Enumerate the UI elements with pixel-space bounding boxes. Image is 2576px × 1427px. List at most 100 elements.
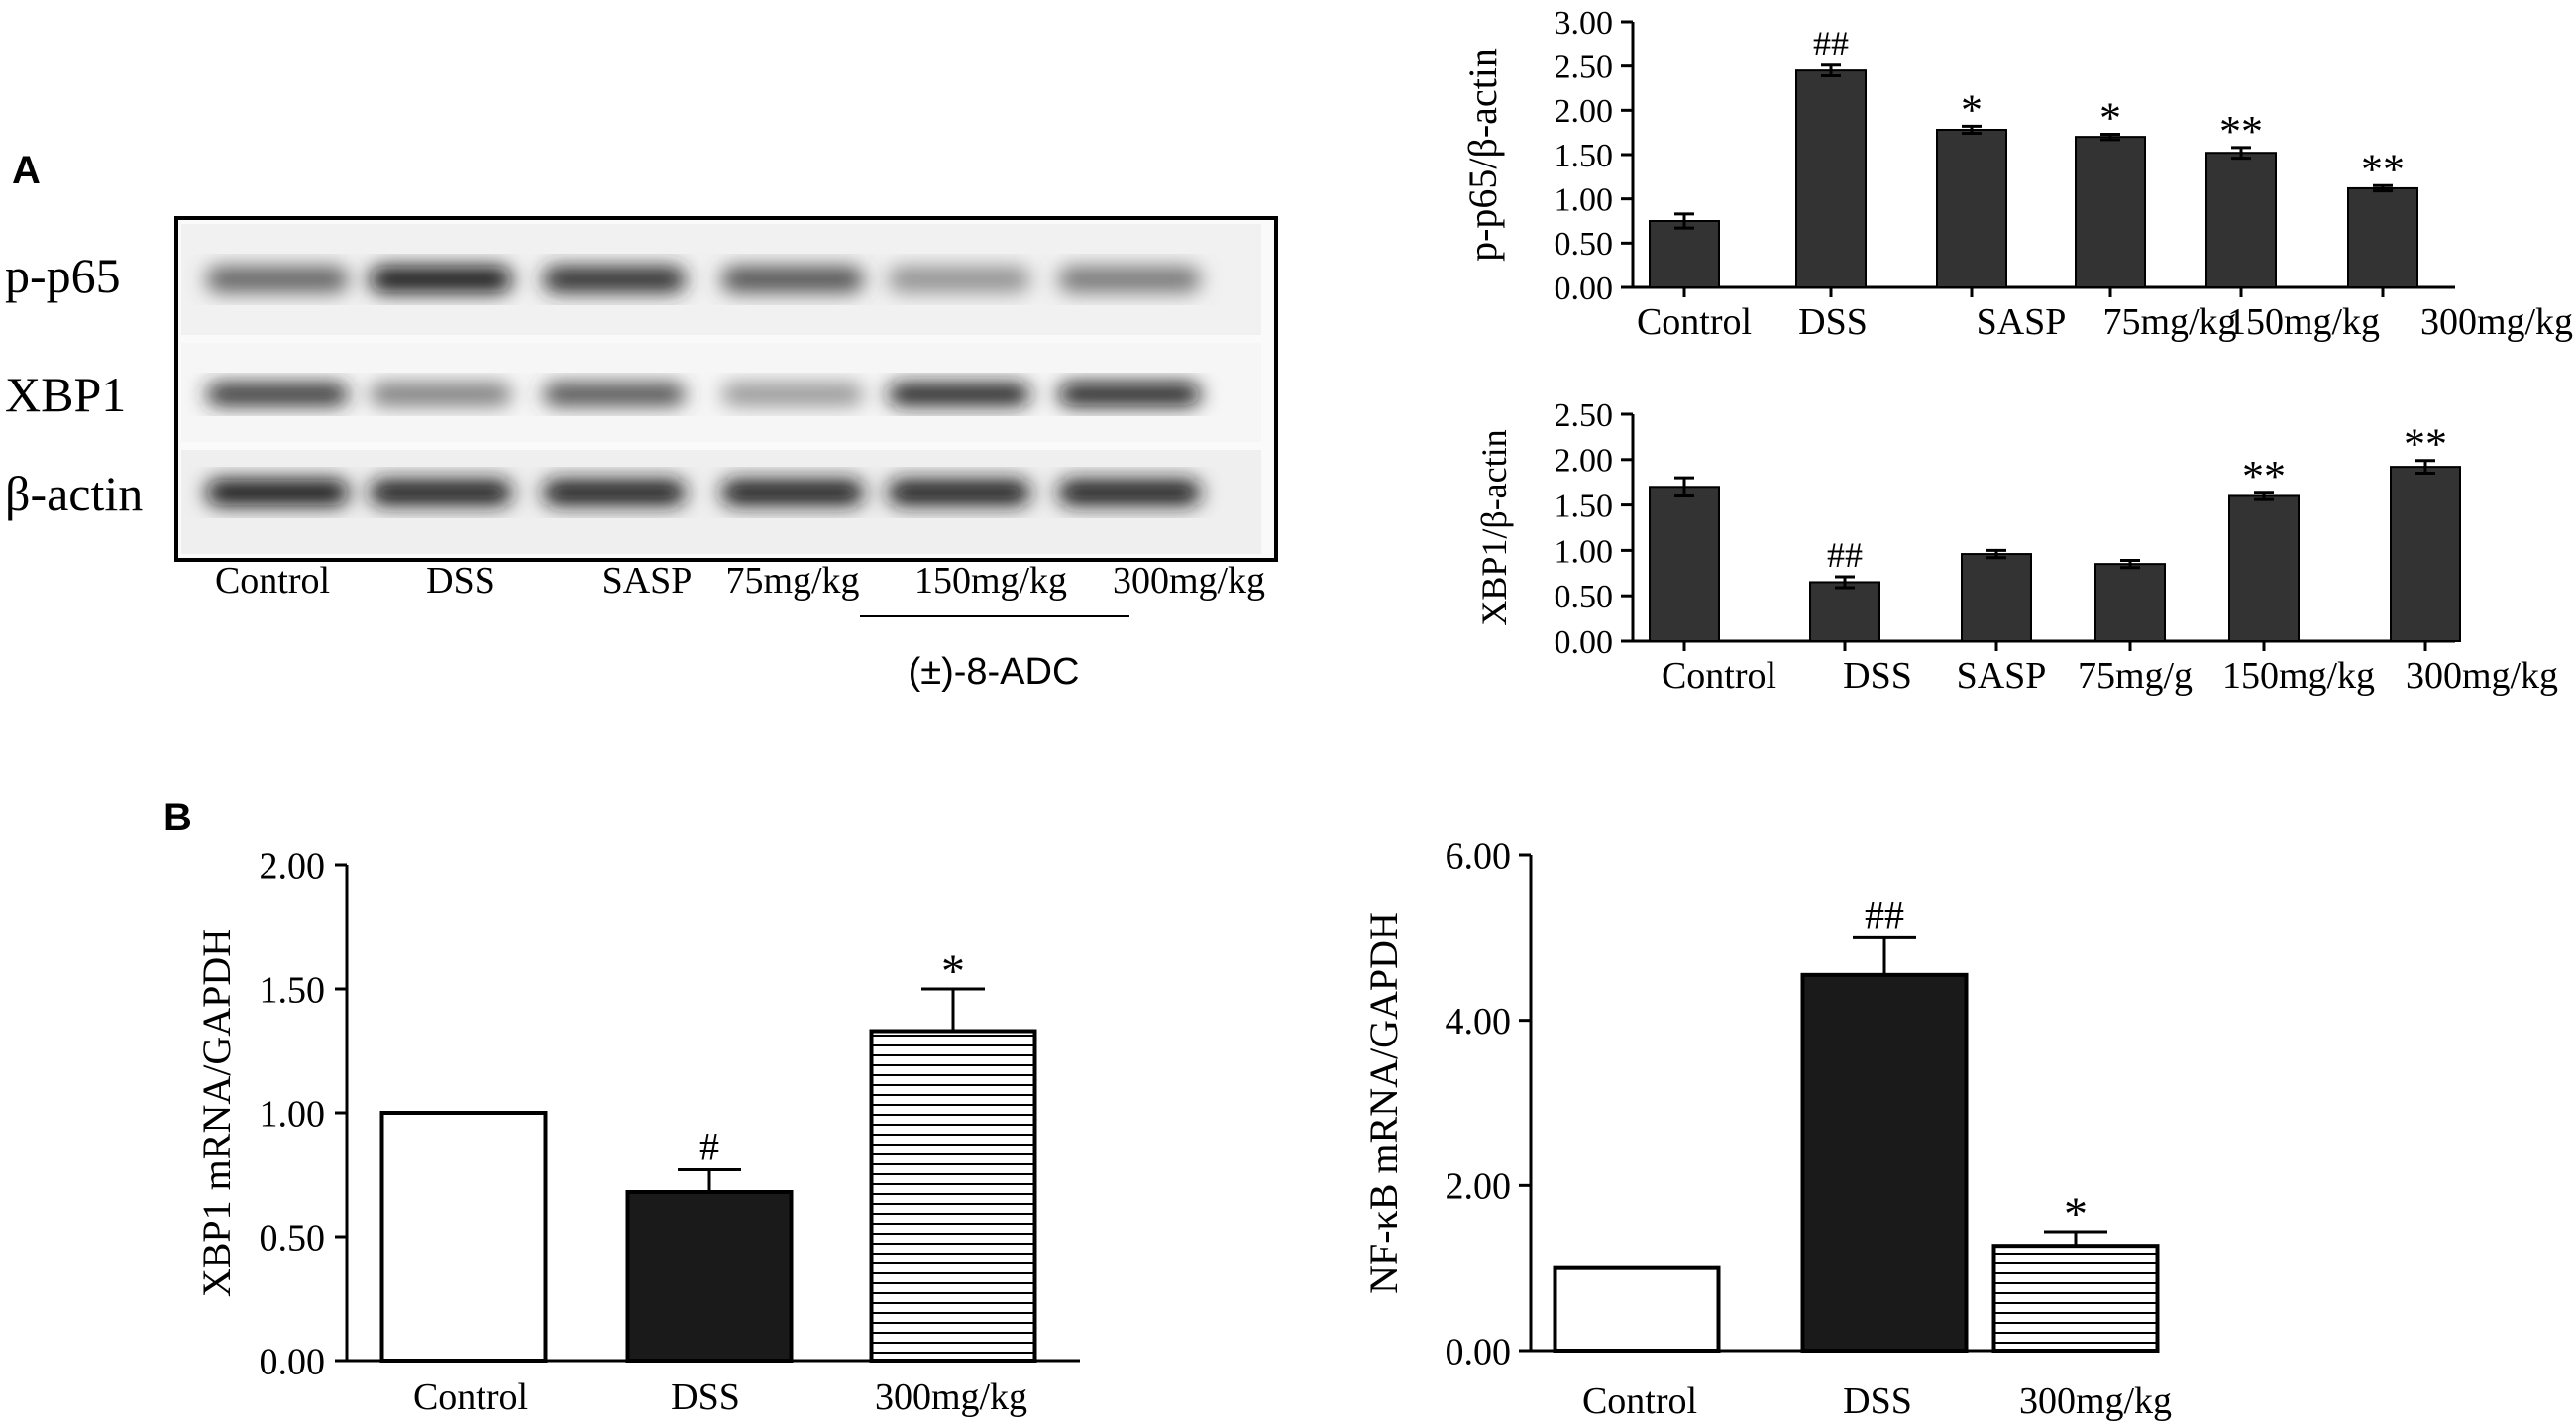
chart-p-p65: 0.00 0.50 1.00 1.50 2.00 2.50 3.00 p-p65/β-acti… xyxy=(1460,5,2573,343)
y-tick-label: 0.50 xyxy=(260,1217,326,1259)
significance-label: ## xyxy=(1827,535,1863,575)
y-tick-label: 0.50 xyxy=(1555,226,1614,263)
blot-band xyxy=(888,267,1030,292)
blot-lane-label: 75mg/kg xyxy=(725,560,859,602)
bar xyxy=(379,1111,548,1363)
y-axis-label: XBP1 mRNA/GAPDH xyxy=(194,929,239,1297)
y-tick-label: 2.50 xyxy=(1555,50,1614,86)
blot-band xyxy=(543,267,686,292)
blot-band xyxy=(206,480,349,505)
blot-band xyxy=(543,480,686,505)
significance-label: * xyxy=(2064,1188,2088,1241)
y-tick-label: 1.00 xyxy=(1555,533,1614,570)
x-tick-label: 75mg/kg xyxy=(2102,301,2236,343)
blot-band xyxy=(721,480,864,505)
blot-band xyxy=(1058,480,1201,505)
chart-xbp1-protein: 0.00 0.50 1.00 1.50 2.00 2.50 XBP1/β-actin Cont… xyxy=(1474,397,2558,697)
significance-label: ** xyxy=(2361,145,2405,193)
bar xyxy=(2094,563,2166,643)
bar xyxy=(625,1190,794,1363)
bar xyxy=(1649,220,1720,288)
bar xyxy=(1961,553,2032,643)
bar xyxy=(1809,581,1880,643)
y-tick-label: 4.00 xyxy=(1446,1001,1512,1043)
y-tick-label: 2.00 xyxy=(1555,443,1614,480)
chart-xbp1-mrna: 0.00 0.50 1.00 1.50 2.00 XBP1 mRNA/GAPDH Contr… xyxy=(194,845,1080,1418)
bar xyxy=(1991,1244,2160,1353)
y-tick-label: 1.00 xyxy=(1555,182,1614,219)
blot-row-label-p-p65: p-p65 xyxy=(5,248,121,303)
bar xyxy=(2205,152,2277,288)
y-tick-label: 2.50 xyxy=(1555,397,1614,434)
blot-band xyxy=(1058,384,1201,405)
x-tick-label: 300mg/kg xyxy=(2019,1380,2172,1422)
blot-band xyxy=(370,384,512,405)
blot-band xyxy=(370,480,512,505)
blot-band xyxy=(888,480,1030,505)
significance-label: ** xyxy=(2404,420,2447,469)
y-tick-label: 3.00 xyxy=(1555,5,1614,42)
bar xyxy=(869,1029,1037,1363)
y-tick-label: 1.50 xyxy=(1555,489,1614,525)
blot-band xyxy=(206,267,349,292)
bar xyxy=(1800,972,1969,1353)
x-tick-label: 150mg/kg xyxy=(2222,655,2375,697)
x-tick-label: DSS xyxy=(1843,1380,1912,1422)
x-tick-label: 300mg/kg xyxy=(2420,301,2573,343)
blot-band xyxy=(721,267,864,292)
y-axis-label: NF-κB mRNA/GAPDH xyxy=(1361,912,1406,1294)
bar xyxy=(2228,494,2300,642)
y-tick-label: 1.50 xyxy=(1555,138,1614,174)
bar xyxy=(1553,1265,1721,1353)
y-tick-label: 2.00 xyxy=(1555,93,1614,130)
bar xyxy=(2075,136,2146,288)
x-tick-label: Control xyxy=(1582,1380,1697,1422)
x-tick-label: DSS xyxy=(1843,655,1912,697)
blot-lane-label: DSS xyxy=(426,560,495,602)
blot-band xyxy=(543,384,686,405)
significance-label: # xyxy=(699,1125,719,1169)
panel-label-b: B xyxy=(163,796,192,839)
western-blot: p-p65 XBP1 β-actin Control DSS SASP 75mg/kg… xyxy=(5,216,1278,693)
significance-label: ** xyxy=(2242,452,2286,500)
y-tick-label: 0.50 xyxy=(1555,579,1614,615)
significance-label: ## xyxy=(1813,24,1849,63)
x-tick-label: DSS xyxy=(1798,301,1868,343)
y-tick-label: 6.00 xyxy=(1446,835,1512,877)
blot-band xyxy=(888,384,1030,405)
x-tick-label: 300mg/kg xyxy=(875,1376,1027,1418)
panel-label-a: A xyxy=(12,149,41,192)
x-tick-label: SASP xyxy=(1977,301,2067,343)
y-tick-label: 0.00 xyxy=(1555,624,1614,661)
significance-label: * xyxy=(941,945,965,998)
y-tick-label: 2.00 xyxy=(1446,1166,1512,1208)
group-label: (±)-8-ADC xyxy=(909,651,1080,693)
y-tick-label: 0.00 xyxy=(1446,1331,1512,1372)
significance-label: * xyxy=(2099,93,2121,142)
x-tick-label: SASP xyxy=(1957,655,2047,697)
x-tick-label: 150mg/kg xyxy=(2227,301,2380,343)
blot-row-label-xbp1: XBP1 xyxy=(5,367,126,422)
y-tick-label: 1.00 xyxy=(260,1093,326,1135)
blot-band xyxy=(1058,267,1201,292)
bar xyxy=(1936,128,2007,288)
y-axis-label: XBP1/β-actin xyxy=(1474,429,1514,625)
y-tick-label: 1.50 xyxy=(260,969,326,1011)
x-tick-label: Control xyxy=(1662,655,1776,697)
y-tick-label: 0.00 xyxy=(1555,271,1614,307)
significance-label: * xyxy=(1961,85,1983,134)
bar xyxy=(1649,486,1720,642)
blot-lane-label: 300mg/kg xyxy=(1113,560,1265,602)
chart-nfkb-mrna: 0.00 2.00 4.00 6.00 NF-κB mRNA/GAPDH Control #… xyxy=(1361,835,2172,1422)
blot-lane-label: SASP xyxy=(602,560,693,602)
blot-lane-label: Control xyxy=(215,560,330,602)
bar xyxy=(1795,69,1867,288)
blot-band xyxy=(370,267,512,292)
blot-lane-label: 150mg/kg xyxy=(914,560,1067,602)
x-tick-label: DSS xyxy=(671,1376,740,1418)
blot-row-label-beta-actin: β-actin xyxy=(5,466,143,521)
bar xyxy=(2347,186,2418,289)
x-tick-label: 300mg/kg xyxy=(2406,655,2558,697)
significance-label: ## xyxy=(1865,892,1904,936)
